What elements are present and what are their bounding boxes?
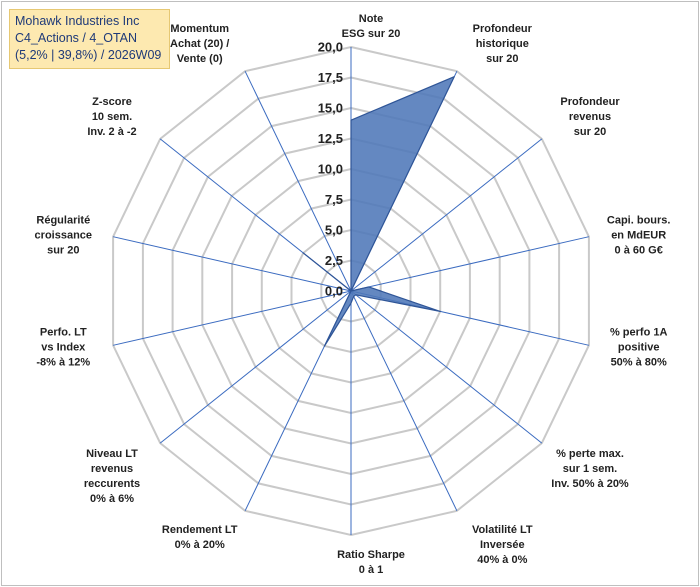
spoke-9 [159, 290, 352, 444]
title-category: C4_Actions / 4_OTAN [15, 31, 138, 45]
spoke-6 [350, 290, 458, 512]
data-series-area-0 [302, 76, 455, 347]
axis-label-7: Ratio Sharpe 0 à 1 [337, 549, 405, 576]
tick-label: 2,5 [325, 253, 343, 268]
spoke-13 [244, 70, 352, 292]
tick-label: 7,5 [325, 192, 343, 207]
spoke-10 [112, 290, 352, 346]
tick-label: 5,0 [325, 223, 343, 238]
spoke-3 [350, 236, 590, 292]
axis-label-11: Régularité croissance sur 20 [35, 214, 92, 256]
spoke-2 [350, 138, 543, 292]
tick-label: 0,0 [325, 284, 343, 299]
axis-label-6: Volatilité LT Inversée 40% à 0% [472, 524, 533, 566]
tick-label: 15,0 [318, 101, 343, 116]
axis-label-5: % perte max. sur 1 sem. Inv. 50% à 20% [551, 448, 629, 490]
tick-label: 20,0 [318, 40, 343, 55]
axis-label-10: Perfo. LT vs Index -8% à 12% [36, 327, 90, 369]
axis-label-0: Note ESG sur 20 [342, 13, 401, 40]
axis-label-2: Profondeur revenus sur 20 [560, 96, 620, 138]
spoke-11 [112, 236, 352, 292]
title-period: (5,2% | 39,8%) / 2026W09 [15, 48, 162, 62]
spoke-5 [350, 290, 543, 444]
axis-label-1: Profondeur historique sur 20 [473, 23, 533, 65]
title-company: Mohawk Industries Inc [15, 14, 140, 28]
chart-title-box: Mohawk Industries Inc C4_Actions / 4_OTA… [9, 9, 170, 69]
tick-label: 12,5 [318, 131, 343, 146]
axis-label-8: Rendement LT 0% à 20% [162, 524, 238, 551]
axis-label-9: Niveau LT revenus reccurents 0% à 6% [84, 448, 140, 505]
axis-label-4: % perfo 1A positive 50% à 80% [610, 327, 668, 369]
axis-label-12: Z-score 10 sem. Inv. 2 à -2 [87, 96, 136, 138]
axis-label-3: Capi. bours. en MdEUR 0 à 60 G€ [607, 214, 671, 256]
tick-label: 10,0 [318, 162, 343, 177]
axis-label-13: Momentum Achat (20) / Vente (0) [170, 23, 229, 65]
tick-label: 17,5 [318, 70, 343, 85]
